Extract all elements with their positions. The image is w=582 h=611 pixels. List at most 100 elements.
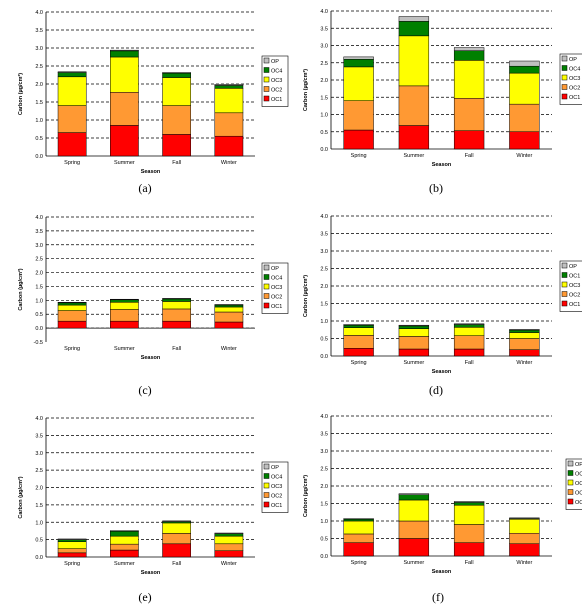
x-tick-label-f: Winter [516, 560, 532, 566]
y-tick-label-d: 4.0 [320, 214, 328, 220]
legend-swatch-b [561, 55, 568, 62]
legend-label-a: OP [271, 59, 279, 65]
x-tick-label-d: Fall [465, 360, 474, 366]
bar-segment-e [214, 550, 244, 558]
bar-segment-e [57, 552, 87, 558]
y-tick-label-d: 2.0 [320, 284, 328, 290]
y-tick-label-d: 1.0 [320, 319, 328, 325]
chart-panel-c: -0.5 0.0 0.5 1.0 1.5 2.0 2.5 3.0 3.5 4.0 Spring Sum… [0, 204, 290, 404]
bar-segment-b [343, 66, 374, 101]
y-tick-label-e: 3.0 [35, 451, 43, 457]
y-tick-label-e: 4.0 [35, 416, 43, 422]
chart-panel-f: 0.0 0.5 1.0 1.5 2.0 2.5 3.0 3.5 4.0 Spring Summer F… [292, 405, 582, 611]
y-axis-title-c: Carbon (µg/cm²) [17, 268, 24, 310]
y-axis-title-a: Carbon (µg/cm²) [17, 73, 24, 115]
bar-segment-b [398, 85, 430, 126]
legend-swatch-c [263, 283, 270, 290]
bar-segment-a [57, 76, 87, 106]
x-tick-label-e: Fall [172, 561, 181, 567]
bar-segment-e [162, 533, 191, 545]
y-tick-label-e: 1.5 [35, 503, 43, 509]
legend-label-c: OC4 [271, 275, 282, 281]
legend-label-f: OC1 [575, 500, 582, 506]
y-tick-label-b: 3.5 [320, 26, 328, 32]
x-tick-label-a: Spring [64, 160, 80, 166]
bar-segment-c [214, 304, 244, 308]
bar-segment-d [453, 335, 485, 350]
bar-segment-c [162, 298, 191, 302]
bar-segment-e [57, 538, 87, 540]
y-tick-label-f: 2.0 [320, 484, 328, 490]
y-tick-label-b: 2.5 [320, 61, 328, 67]
y-tick-label-c: 0.5 [35, 312, 43, 318]
x-tick-label-e: Summer [114, 561, 135, 567]
y-tick-label-a: 2.5 [35, 64, 43, 70]
x-tick-label-f: Fall [465, 560, 474, 566]
x-tick-label-c: Spring [64, 346, 80, 352]
bar-segment-d [343, 324, 374, 326]
bar-segment-e [162, 543, 191, 558]
bar-segment-c [57, 302, 87, 304]
bar-segment-a [162, 77, 191, 106]
bar-segment-e [57, 541, 87, 549]
y-tick-label-e: 1.0 [35, 520, 43, 526]
x-tick-label-e: Spring [64, 561, 80, 567]
y-tick-label-a: 1.0 [35, 118, 43, 124]
bar-segment-f [343, 520, 374, 535]
bar-segment-d [509, 338, 540, 350]
legend-label-e: OP [271, 465, 279, 471]
y-tick-label-f: 2.5 [320, 467, 328, 473]
chart-panel-e: 0.0 0.5 1.0 1.5 2.0 2.5 3.0 3.5 4.0 Spring Summer F… [0, 405, 290, 611]
y-tick-label-d: 3.5 [320, 232, 328, 238]
bar-segment-a [110, 49, 139, 52]
bar-segment-c [57, 310, 87, 322]
legend-label-b: OC1 [569, 95, 580, 101]
legend-label-f: OP [575, 462, 582, 468]
bar-segment-d [398, 348, 430, 357]
bar-segment-d [398, 328, 430, 337]
y-tick-label-c: 3.0 [35, 243, 43, 249]
y-tick-label-d: 0.5 [320, 337, 328, 343]
legend-label-d: OC1 [569, 302, 580, 308]
y-tick-label-b: 2.0 [320, 78, 328, 84]
bar-segment-f [453, 524, 485, 543]
legend-swatch-c [263, 293, 270, 299]
bar-segment-e [162, 522, 191, 534]
y-tick-label-a: 1.5 [35, 100, 43, 106]
bar-segment-c [57, 302, 87, 306]
y-tick-label-c: 1.0 [35, 298, 43, 304]
legend-swatch-a [263, 76, 270, 83]
legend-label-b: OP [569, 57, 577, 63]
legend-swatch-c [263, 302, 270, 309]
bar-segment-f [398, 493, 430, 495]
legend-label-b: OC2 [569, 85, 580, 91]
chart-panel-b: 0.0 0.5 1.0 1.5 2.0 2.5 3.0 3.5 4.0 Spring Summer F… [292, 0, 582, 200]
chart-c-svg: -0.5 0.0 0.5 1.0 1.5 2.0 2.5 3.0 3.5 4.0 Spring Sum… [17, 215, 289, 361]
bar-segment-c [214, 311, 244, 323]
bar-segment-f [509, 519, 540, 534]
bar-segment-b [509, 131, 540, 150]
bar-segment-b [453, 47, 485, 51]
legend-label-d: OC3 [569, 283, 580, 289]
y-tick-label-c: 2.5 [35, 257, 43, 263]
legend-label-c: OC3 [271, 285, 282, 291]
y-axis-title-d: Carbon (µg/cm²) [302, 275, 309, 317]
bar-segment-c [57, 320, 87, 329]
bar-segment-e [110, 543, 139, 551]
panel-caption-e: (e) [138, 590, 152, 604]
bar-segment-a [214, 135, 244, 157]
legend-swatch-b [561, 74, 568, 81]
bar-segment-c [214, 306, 244, 313]
legend-swatch-f [567, 460, 574, 467]
bar-segment-e [214, 533, 244, 537]
bar-segment-a [110, 92, 139, 126]
legend-label-e: OC1 [271, 503, 282, 509]
y-axis-title-b: Carbon (µg/cm²) [302, 69, 309, 111]
panel-caption-a: (a) [138, 181, 152, 195]
x-tick-label-a: Winter [221, 160, 237, 166]
panel-caption-c: (c) [138, 383, 152, 397]
bar-segment-a [214, 88, 244, 114]
y-tick-label-e: 2.0 [35, 486, 43, 492]
bar-segment-c [110, 320, 139, 329]
bar-segment-e [110, 530, 139, 532]
